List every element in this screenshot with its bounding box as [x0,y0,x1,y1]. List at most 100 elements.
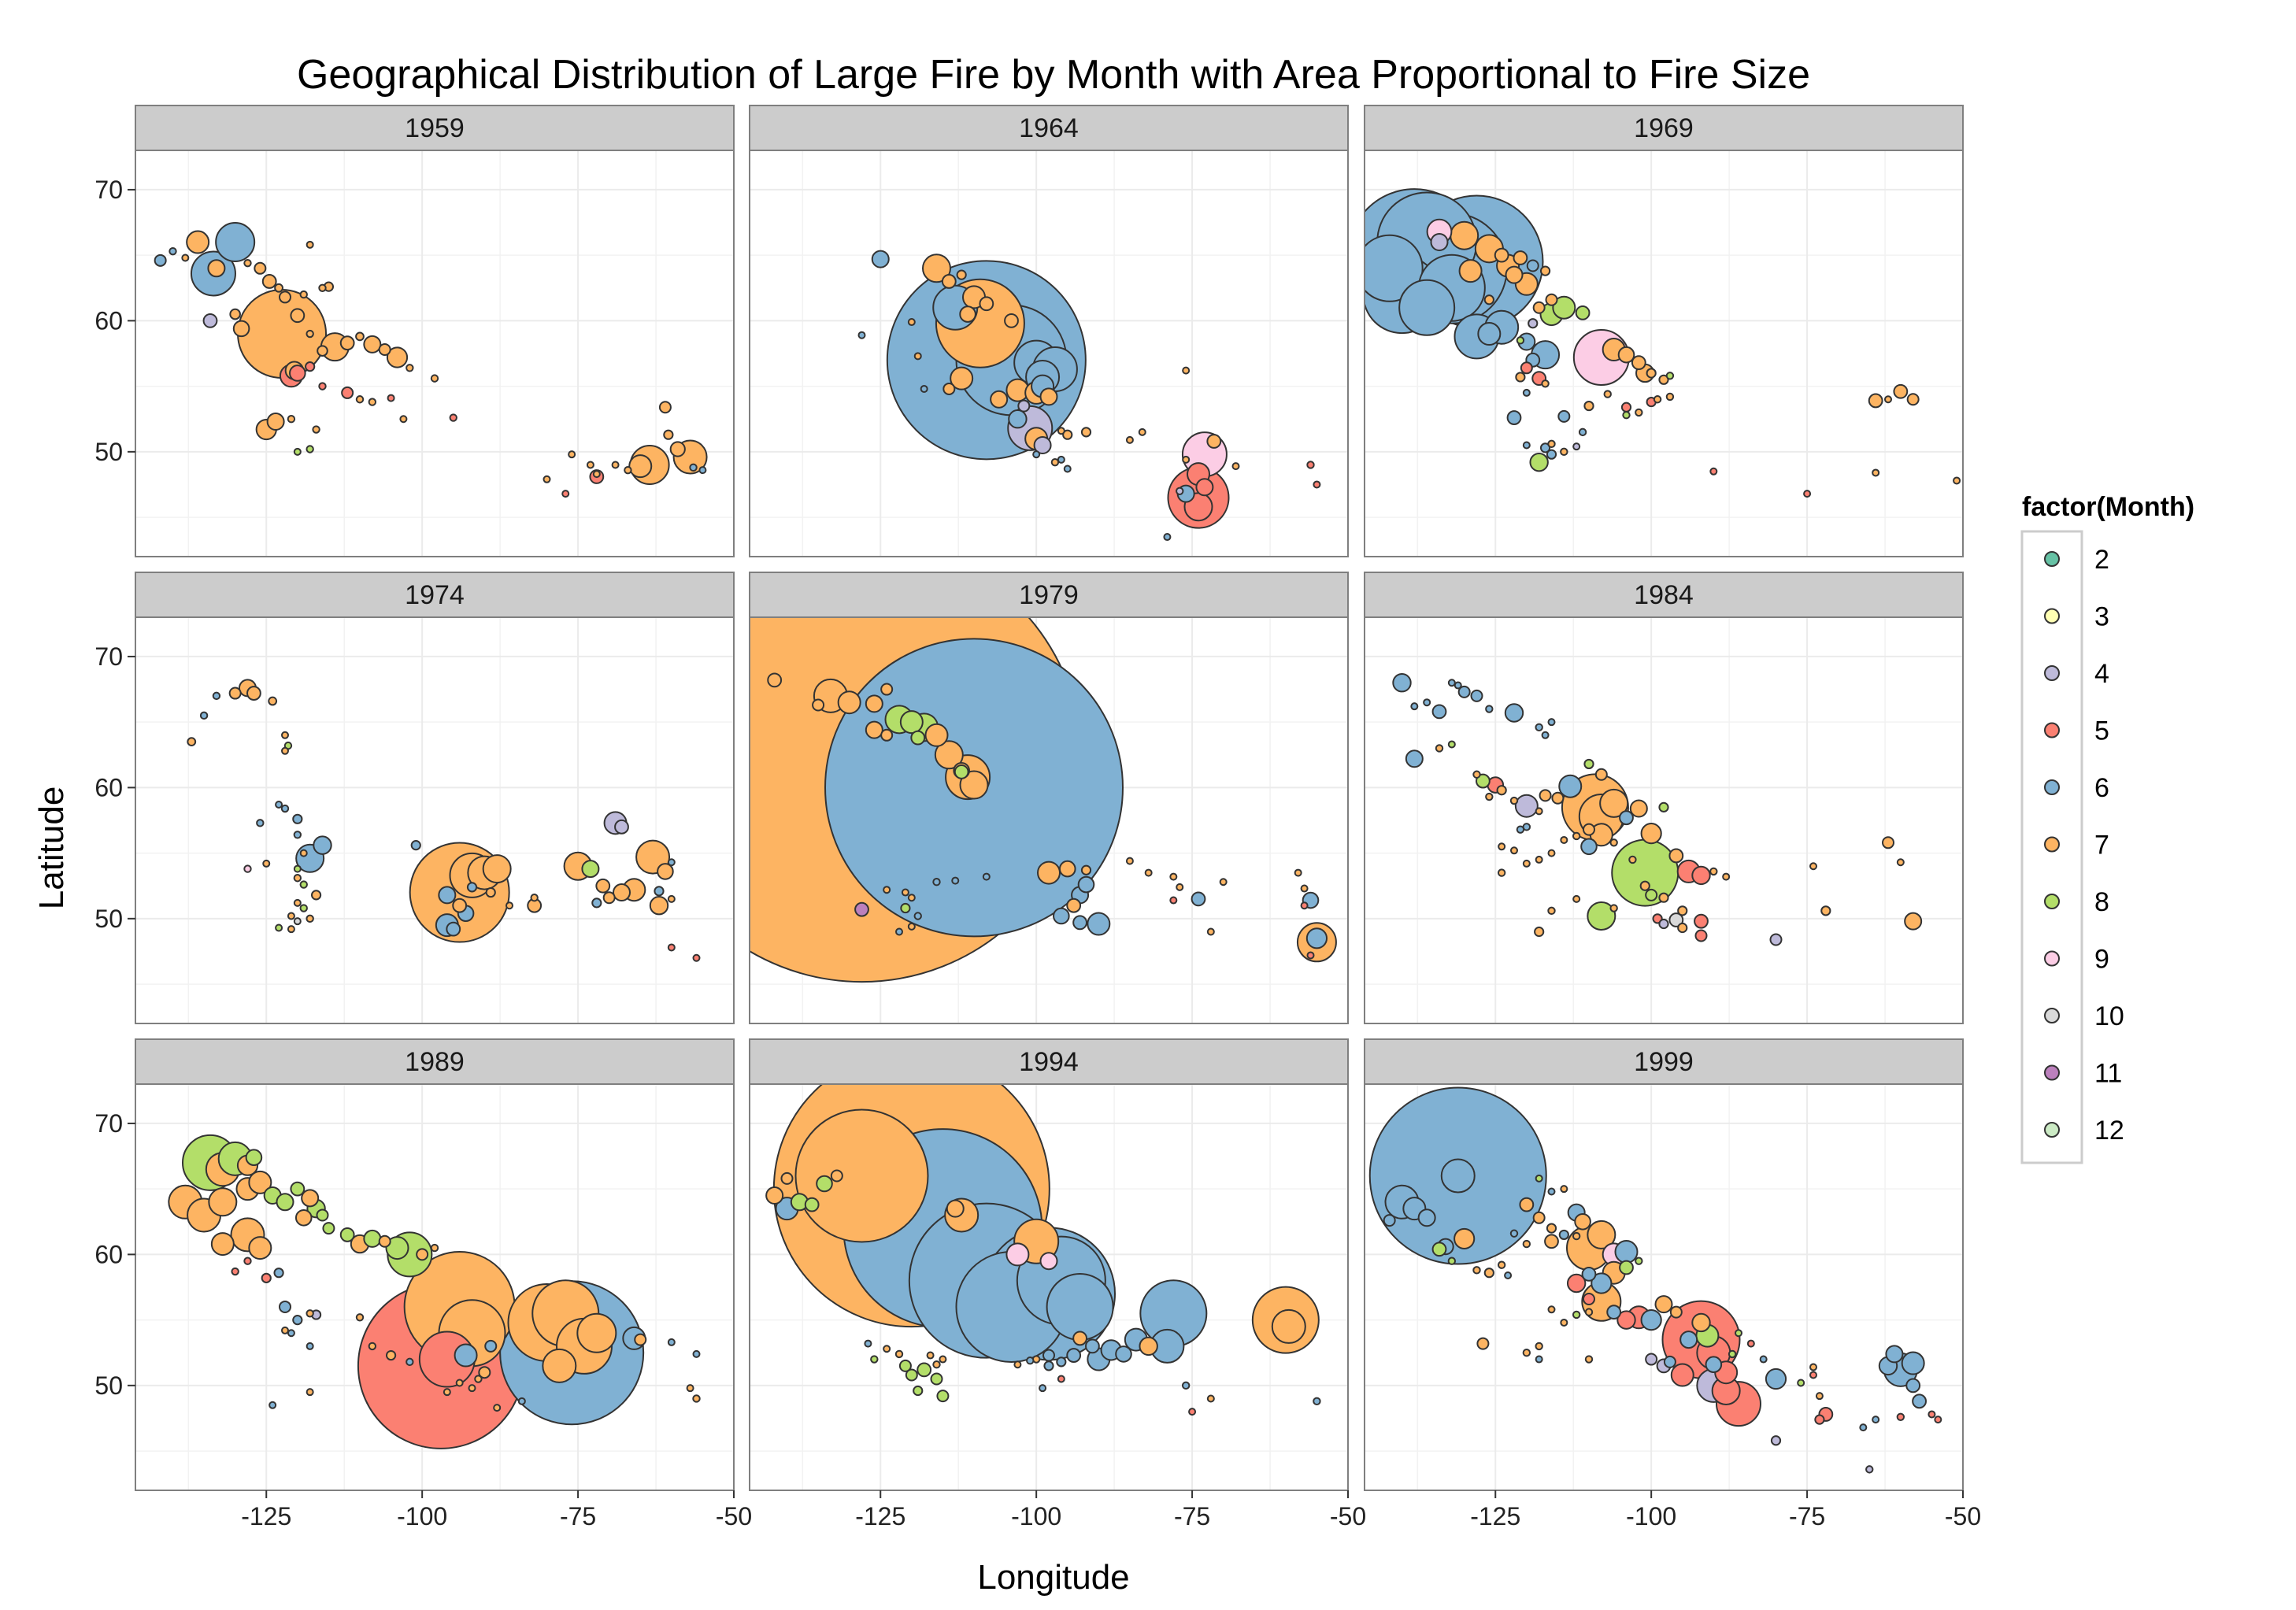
fire-point [1066,1348,1082,1363]
fire-point [913,912,922,920]
fire-point [1583,1292,1595,1305]
fire-point [378,343,391,357]
fire-point [292,813,303,824]
fire-point [854,901,869,917]
fire-point [1658,892,1669,903]
fire-point [917,1362,932,1378]
fire-point [1532,1211,1546,1224]
fire-point [306,329,314,339]
fire-point [1526,259,1539,272]
fire-point [1640,1309,1662,1331]
legend-key-7 [2044,836,2060,853]
fire-point [312,425,320,434]
fire-point [1583,758,1594,770]
fire-point [478,1366,491,1379]
fire-point [1080,427,1092,438]
points-1979 [750,617,1337,983]
fire-point [1305,927,1328,949]
fire-point [261,1272,272,1283]
fire-point [1191,891,1206,907]
fire-point [1300,901,1309,910]
fire-point [1547,1187,1556,1196]
fire-point [1872,1416,1880,1424]
strip-label-1984: 1984 [1634,580,1694,610]
legend-title: factor(Month) [2022,492,2194,522]
y-tick-label: 70 [94,642,123,671]
fire-point [1472,1266,1481,1275]
fire-point [1057,427,1065,435]
fire-point [305,361,316,372]
x-tick-label: -75 [560,1502,596,1530]
fire-point [1759,1355,1768,1364]
fire-point [1566,1273,1587,1294]
fire-point [586,461,594,469]
fire-point [1405,749,1424,768]
fire-point [667,943,676,952]
legend-key-8 [2044,894,2060,909]
fire-point [561,490,570,498]
x-tick-label: -100 [397,1502,447,1530]
x-tick-label: -100 [1011,1502,1061,1530]
fire-point [1510,846,1518,855]
fire-point [901,888,909,897]
fire-point [306,914,314,923]
fire-point [1522,441,1531,450]
fire-point [1472,770,1481,779]
fire-point [1765,1368,1787,1390]
fire-point [905,1368,918,1382]
panel-border-1969 [1364,150,1964,557]
fire-point [275,923,283,932]
fire-point [1004,313,1019,328]
points-1964 [857,250,1321,542]
fire-point [1539,789,1552,802]
fire-point [266,413,285,431]
fire-point [484,1339,498,1353]
fire-point [293,864,302,873]
fire-point [1431,704,1447,720]
fire-point [1139,1336,1158,1356]
fire-point [210,1232,235,1257]
strip-label-1974: 1974 [405,580,465,610]
fire-point [1431,1242,1447,1257]
fire-point [1169,896,1178,905]
fire-point [1694,913,1709,929]
fire-point [1063,464,1072,473]
fire-point [1033,436,1052,455]
fire-point [254,261,267,275]
legend-key-2 [2044,551,2060,567]
fire-point [416,1248,429,1261]
fire-point [449,413,457,422]
fire-point [1859,1423,1868,1432]
legend-key-9 [2044,950,2060,967]
fire-point [1005,1242,1030,1267]
fire-point [1709,867,1718,876]
strip-label-1969: 1969 [1634,113,1694,143]
fire-point [293,874,302,883]
fire-point [1430,233,1449,252]
legend: factor(Month) 2 3 4 5 6 7 8 9 10 11 12 [2020,492,2194,1164]
fire-point [1513,250,1528,265]
fire-point [1476,1337,1490,1350]
fire-point [932,878,941,886]
fire-point [1815,1392,1824,1401]
fire-point [780,1171,794,1185]
fire-point [1587,1220,1616,1249]
fire-point [1306,951,1315,960]
fire-point [1529,452,1549,472]
points-1999 [1368,1086,1942,1474]
fire-point [231,1267,239,1276]
strip-1984 [1364,572,1964,618]
panel-1979: 1979 [749,572,1349,1024]
fire-point [1498,842,1506,851]
legend-label-7: 7 [2094,831,2109,861]
fire-point [293,898,302,907]
fire-point [1454,681,1462,690]
fire-point [279,291,291,304]
fire-point [202,313,218,328]
fire-point [317,345,328,357]
fire-point [1705,1356,1723,1374]
fire-point [1912,1393,1927,1409]
y-tick-label: 60 [94,773,123,801]
y-tick-label: 70 [94,1109,123,1138]
x-tick-label: -100 [1626,1502,1676,1530]
